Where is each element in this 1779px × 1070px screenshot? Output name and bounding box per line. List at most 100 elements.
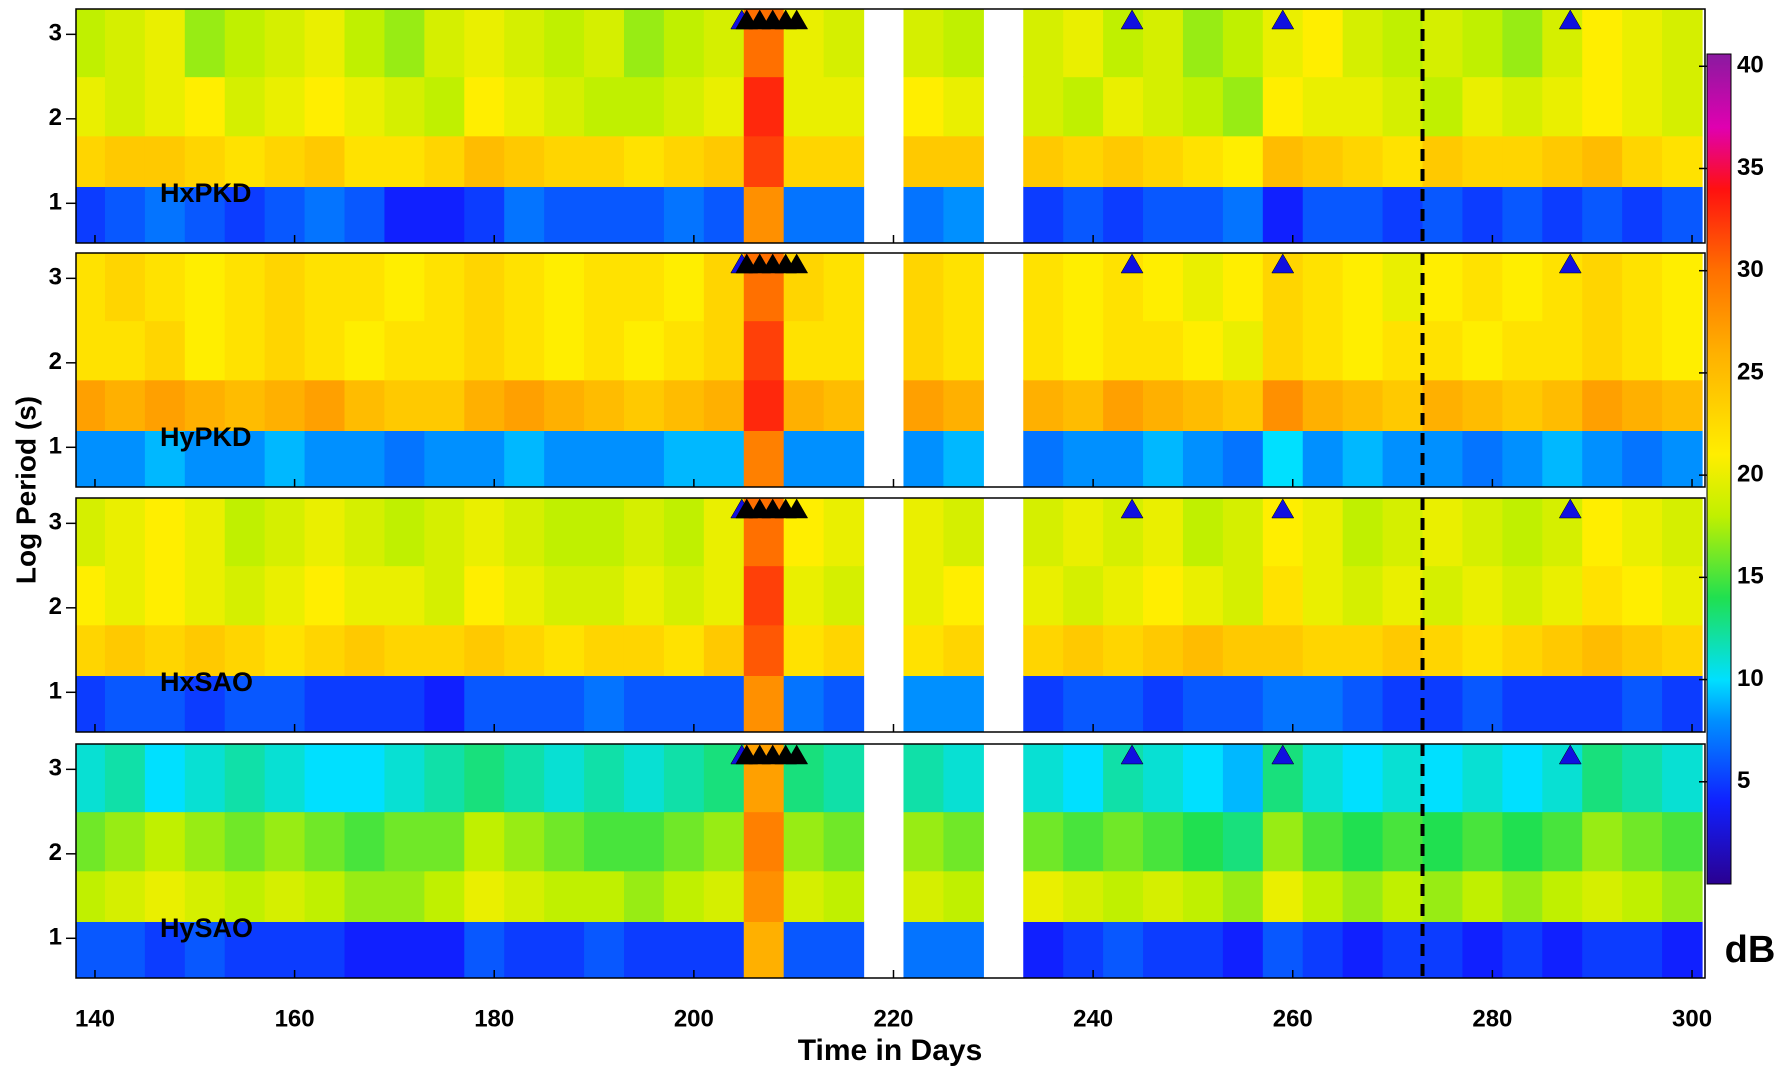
heat-cell — [1422, 253, 1464, 322]
heat-cell — [943, 76, 984, 137]
heat-cell — [1502, 320, 1543, 381]
heat-cell — [1502, 498, 1543, 567]
heat-cell — [1222, 498, 1264, 567]
colorbar-tick-label: 25 — [1737, 358, 1764, 385]
heat-cell — [663, 253, 705, 322]
y-tick-label: 2 — [49, 593, 62, 620]
heat-cell — [1662, 9, 1703, 78]
heat-cell — [544, 921, 585, 978]
heat-cell — [584, 9, 625, 78]
heat-cell — [1582, 379, 1623, 432]
heat-cell — [1222, 811, 1264, 872]
heat-cell — [703, 870, 745, 923]
heat-cell — [384, 624, 425, 677]
heat-cell — [76, 253, 106, 322]
panel-frame — [75, 252, 1706, 488]
panel-frame — [75, 8, 1706, 244]
heat-cell — [224, 744, 266, 813]
event-marker — [1271, 9, 1295, 30]
heat-cell — [623, 320, 665, 381]
heat-cell — [703, 430, 745, 487]
heat-cell — [903, 870, 945, 923]
heat-cell — [224, 379, 266, 432]
panel-frame — [75, 497, 1706, 733]
heat-cell — [1422, 744, 1464, 813]
heat-cell — [1262, 430, 1304, 487]
heat-cell — [1342, 253, 1384, 322]
heat-cell — [1582, 565, 1623, 626]
heat-cell — [544, 744, 585, 813]
heat-cell — [1023, 921, 1064, 978]
heat-cell — [464, 624, 505, 677]
heat-cell — [1382, 675, 1424, 732]
heat-cell — [424, 76, 465, 137]
heat-cell — [743, 379, 785, 432]
heat-cell — [424, 624, 465, 677]
heat-cell — [76, 565, 106, 626]
heat-cell — [1143, 135, 1184, 188]
heat-cell — [1422, 811, 1464, 872]
heat-cell — [504, 675, 545, 732]
heat-cell — [1462, 811, 1503, 872]
heat-cell — [1023, 565, 1064, 626]
heat-cell — [304, 624, 346, 677]
heat-cell — [943, 624, 984, 677]
heat-cell — [76, 320, 106, 381]
x-tick-label: 200 — [674, 1005, 714, 1032]
heat-cell — [1302, 320, 1344, 381]
heat-cell — [943, 9, 984, 78]
heat-cell — [1662, 811, 1703, 872]
heat-cell — [1422, 565, 1464, 626]
heat-cell — [1302, 135, 1344, 188]
heat-cell — [544, 253, 585, 322]
heat-cell — [1262, 870, 1304, 923]
heat-cell — [224, 498, 266, 567]
heat-cell — [1302, 811, 1344, 872]
heat-cell — [1462, 9, 1503, 78]
heat-cell — [1502, 624, 1543, 677]
heat-cell — [943, 811, 984, 872]
heat-cell — [1182, 186, 1224, 243]
heat-cell — [1622, 870, 1663, 923]
heat-cell — [823, 253, 865, 322]
heat-cell — [1222, 430, 1264, 487]
heat-cell — [703, 921, 745, 978]
heat-cell — [1302, 624, 1344, 677]
heat-cell — [1023, 253, 1064, 322]
event-marker — [785, 9, 809, 30]
heat-cell — [1182, 624, 1224, 677]
heat-cell — [1622, 565, 1663, 626]
y-tick-label: 1 — [49, 433, 62, 460]
heat-cell — [544, 320, 585, 381]
heat-cell — [304, 675, 346, 732]
heat-cell — [424, 921, 465, 978]
heat-cell — [584, 186, 625, 243]
heat-cell — [1422, 379, 1464, 432]
heat-cell — [1143, 498, 1184, 567]
heat-cell — [1462, 921, 1503, 978]
heat-cell — [1302, 253, 1344, 322]
heat-cell — [1023, 320, 1064, 381]
event-marker — [1271, 498, 1295, 519]
heat-cell — [743, 135, 785, 188]
heat-cell — [304, 430, 346, 487]
heat-cell — [1622, 76, 1663, 137]
heat-cell — [184, 9, 226, 78]
heat-cell — [544, 870, 585, 923]
heat-cell — [1342, 870, 1384, 923]
heat-cell — [1143, 253, 1184, 322]
heat-cell — [584, 498, 625, 567]
heat-cell — [903, 744, 945, 813]
heat-cell — [224, 675, 266, 732]
heat-cell — [823, 135, 865, 188]
heat-cell — [1103, 565, 1144, 626]
heat-cell — [1262, 675, 1304, 732]
heat-cell — [1262, 565, 1304, 626]
heat-cell — [943, 253, 984, 322]
heat-cell — [504, 811, 545, 872]
colorbar-tick-label: 10 — [1737, 665, 1764, 692]
heat-cell — [903, 565, 945, 626]
heat-cell — [1582, 744, 1623, 813]
heat-cell — [384, 498, 425, 567]
heat-cell — [1103, 870, 1144, 923]
